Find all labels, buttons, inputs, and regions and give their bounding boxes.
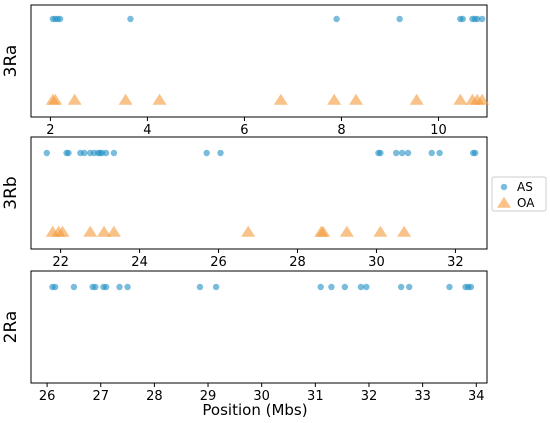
as-point (92, 283, 99, 291)
x-tick-label: 10 (430, 123, 447, 138)
oa-point (453, 93, 468, 105)
x-axis-label: Position (Mbs) (202, 401, 307, 419)
as-point (404, 149, 412, 157)
as-point (363, 283, 370, 291)
as-point (428, 149, 435, 157)
as-point (102, 149, 110, 157)
as-point (110, 149, 118, 157)
as-point (81, 149, 88, 157)
legend-label-oa: OA (517, 196, 535, 210)
as-point (70, 283, 78, 291)
as-point (65, 149, 72, 157)
x-tick-label: 28 (289, 255, 306, 270)
oa-point (339, 225, 354, 237)
oa-point (118, 93, 133, 105)
x-tick-label: 8 (337, 123, 345, 138)
oa-point (83, 225, 98, 237)
as-point (116, 283, 123, 291)
as-point (397, 283, 405, 291)
panel-3rb: 3Rb 22 24 26 28 30 32 (1, 136, 488, 270)
as-point (328, 283, 335, 291)
oa-point (67, 93, 82, 105)
panel-3ra: 3Ra 2 4 6 8 10 (1, 4, 490, 138)
x-tick-label: 32 (447, 255, 464, 270)
as-point (357, 283, 365, 291)
as-point (203, 149, 210, 157)
x-tick-label: 32 (361, 389, 378, 404)
legend-as-marker (500, 183, 508, 191)
as-point (478, 15, 486, 23)
x-tick-label: 26 (39, 389, 56, 404)
as-point (446, 283, 453, 291)
as-point (102, 283, 110, 291)
as-point (51, 283, 59, 291)
oa-point (241, 225, 256, 237)
as-point (127, 15, 134, 23)
x-tick-label: 30 (368, 255, 385, 270)
as-point (398, 149, 406, 157)
x-tick-label: 29 (200, 389, 217, 404)
as-point (217, 149, 224, 157)
x-tick-label: 30 (253, 389, 270, 404)
as-point (459, 15, 466, 23)
x-tick-label: 31 (307, 389, 324, 404)
oa-point (397, 225, 412, 237)
oa-point (48, 93, 63, 105)
x-tick-label: 34 (468, 389, 485, 404)
oa-point (97, 225, 112, 237)
as-point (196, 283, 204, 291)
panel-frame (30, 4, 488, 118)
oa-point (316, 225, 331, 237)
oa-point (55, 225, 70, 237)
as-point (317, 283, 324, 291)
oa-point (327, 93, 342, 105)
x-tick-label: 28 (146, 389, 163, 404)
oa-point (373, 225, 388, 237)
as-point (377, 149, 384, 157)
x-tick-label: 4 (143, 123, 151, 138)
panel-y-label: 2Ra (1, 311, 21, 344)
x-tick-label: 22 (52, 255, 69, 270)
as-point (333, 15, 340, 23)
as-point (212, 283, 220, 291)
x-tick-label: 24 (131, 255, 148, 270)
as-point (396, 15, 403, 23)
oa-point (152, 93, 167, 105)
oa-point (273, 93, 288, 105)
as-point (406, 283, 413, 291)
as-point (392, 149, 400, 157)
legend-label-as: AS (517, 180, 533, 194)
as-point (341, 283, 349, 291)
as-point (471, 149, 479, 157)
oa-point (475, 93, 490, 105)
as-point (124, 283, 131, 291)
panel-y-label: 3Rb (1, 176, 21, 209)
legend: AS OA (491, 176, 547, 212)
x-tick-label: 2 (46, 123, 54, 138)
x-tick-label: 6 (240, 123, 248, 138)
oa-point (106, 225, 121, 237)
as-point (436, 149, 443, 157)
panel-frame (30, 270, 488, 384)
x-tick-label: 33 (414, 389, 431, 404)
oa-point (409, 93, 424, 105)
panel-y-label: 3Ra (1, 45, 21, 78)
as-point (43, 149, 50, 157)
legend-oa-marker (497, 196, 511, 208)
panel-2ra: 2Ra 26 27 28 29 30 31 32 33 34 (1, 270, 488, 404)
oa-point (349, 93, 364, 105)
as-point (474, 15, 481, 23)
x-tick-label: 26 (210, 255, 227, 270)
x-tick-label: 27 (92, 389, 109, 404)
as-point (467, 283, 475, 291)
panel-frame (30, 136, 488, 250)
as-point (56, 15, 64, 23)
